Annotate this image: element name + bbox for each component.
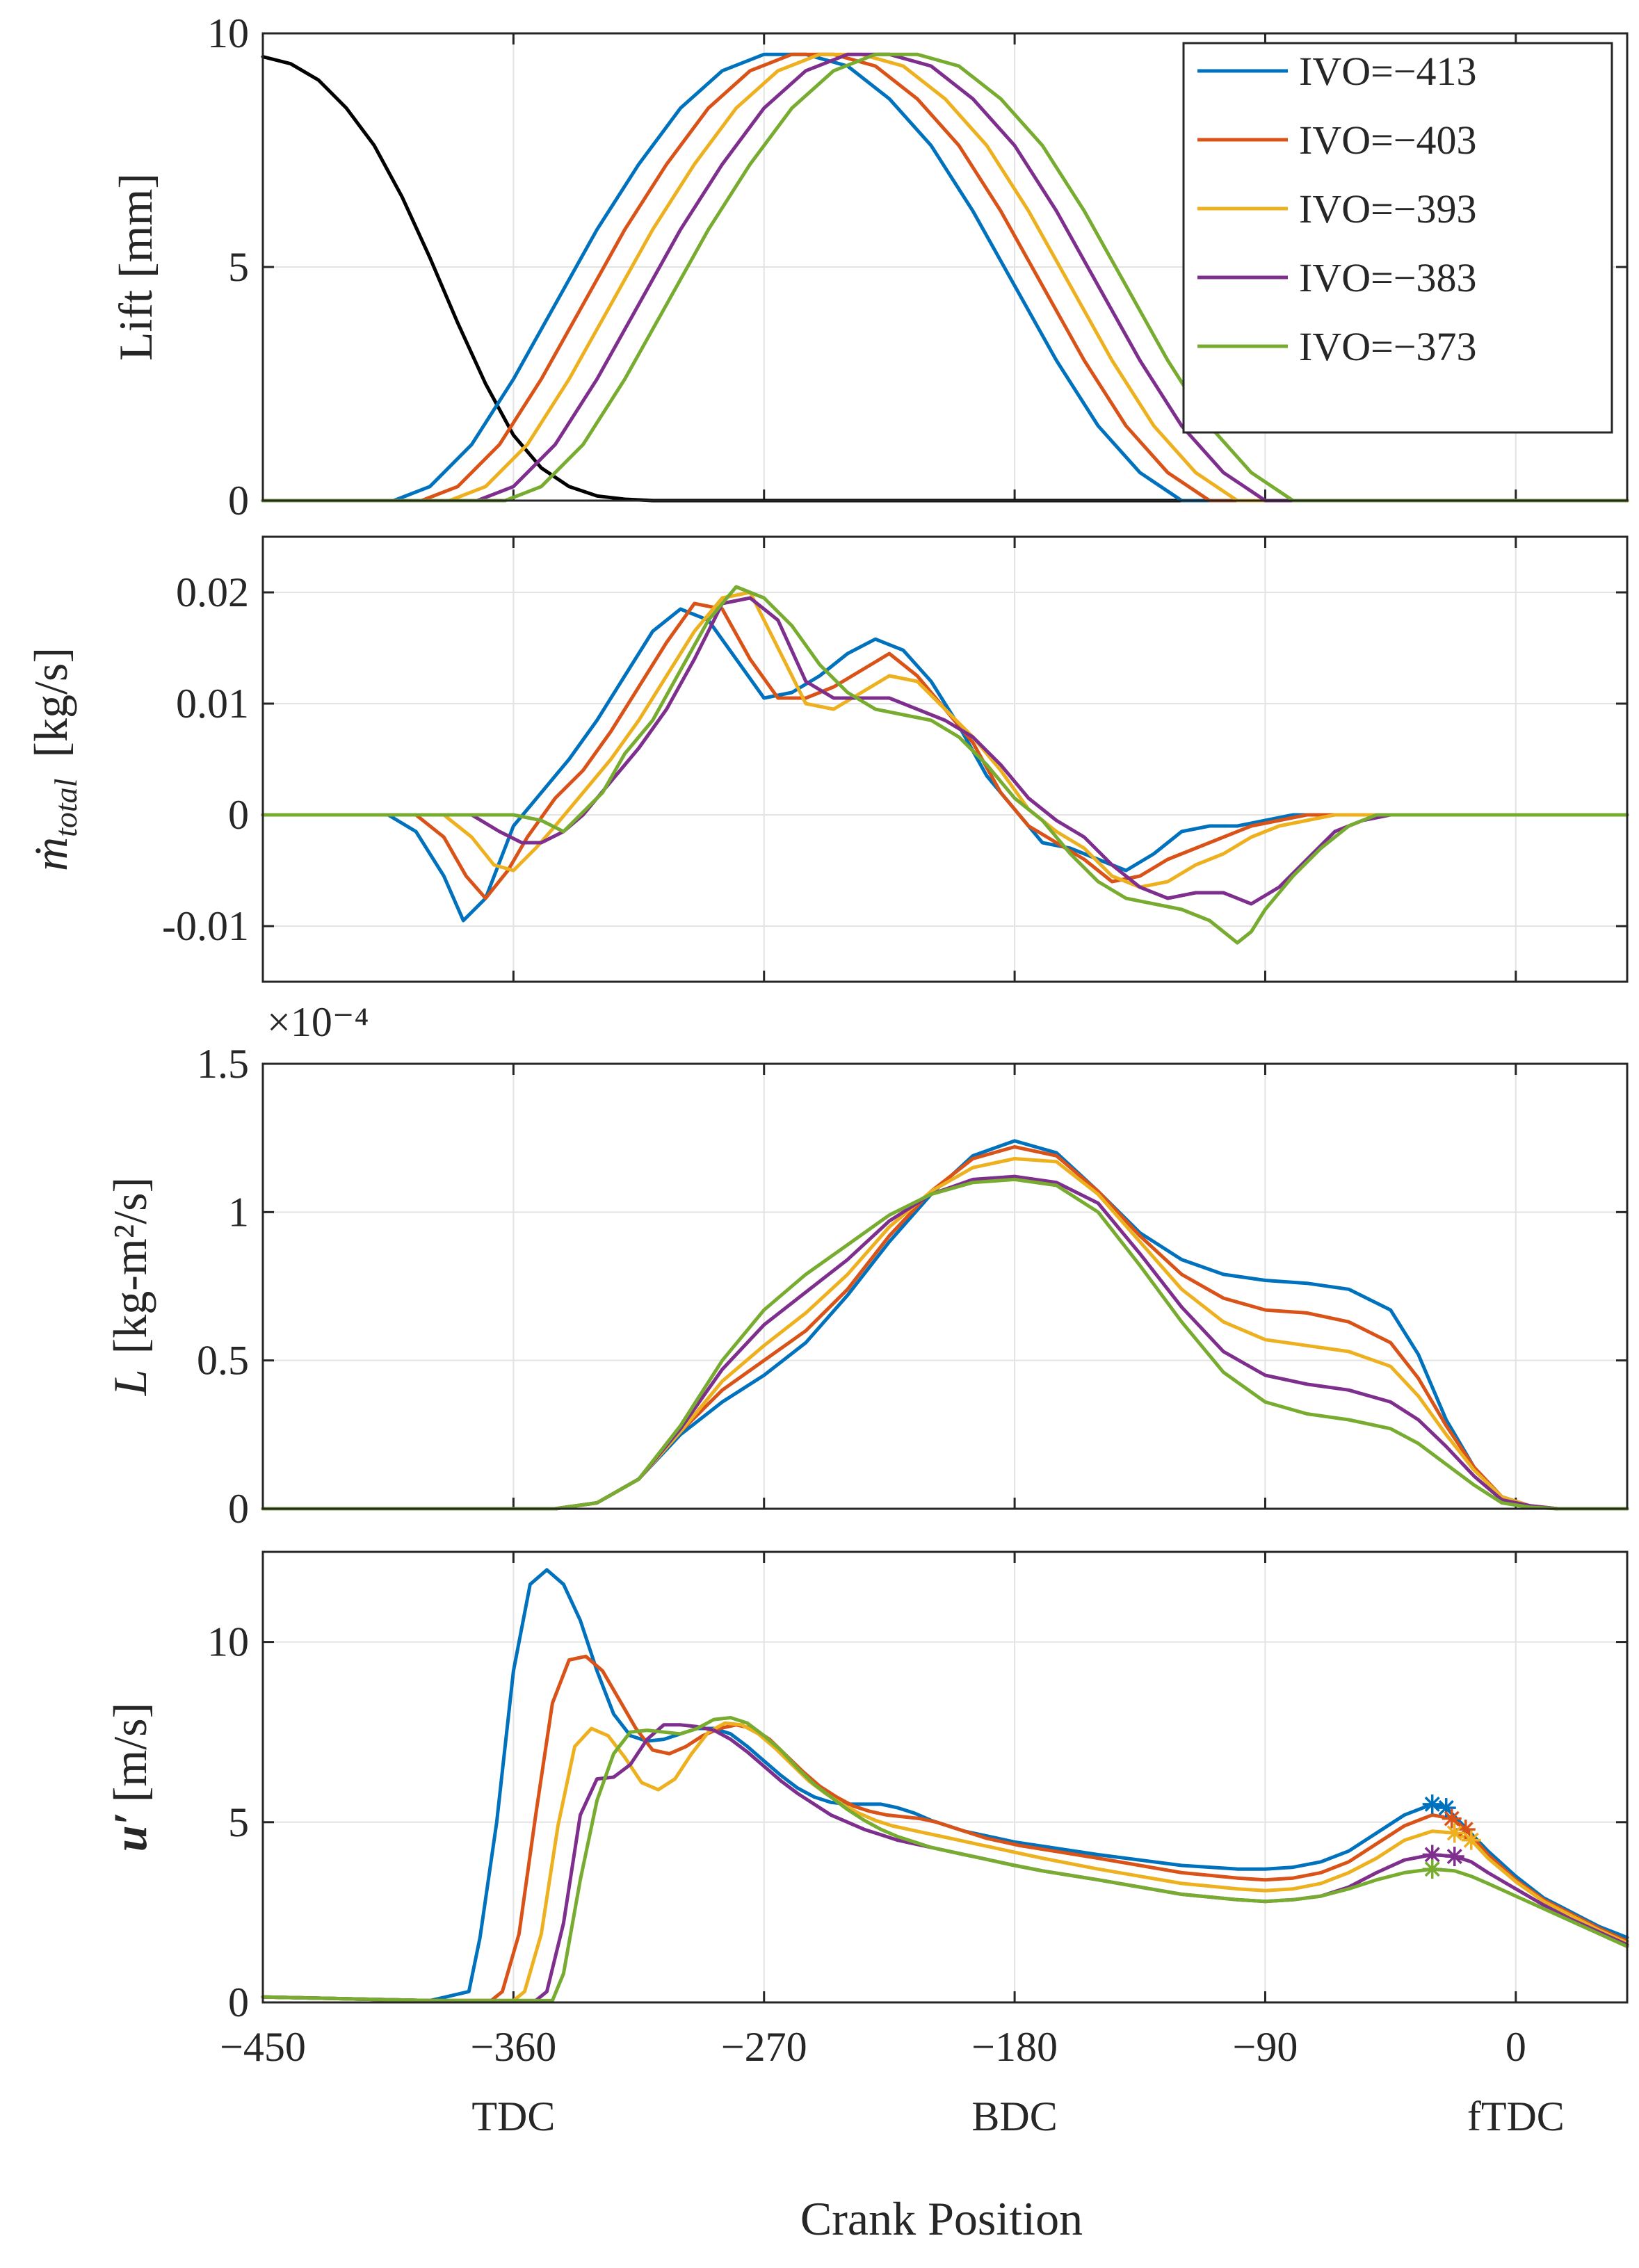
mdot-ylabel: ṁtotal [kg/s] [24, 647, 83, 871]
angmom-ylabel-main: L [104, 1369, 156, 1396]
uprime-marker-ivo-373-0 [1422, 1859, 1442, 1879]
x-event-labels: TDC BDC fTDC [471, 2093, 1564, 2139]
lift-frame [261, 32, 1629, 502]
mdot-series-ivo-373 [261, 585, 1629, 945]
uprime-series-ivo-413 [261, 1568, 1629, 2002]
lift-series-ivo-403 [261, 52, 1629, 503]
lift-series-group [261, 52, 1629, 503]
uprime-ytick-label-0: 0 [228, 1979, 249, 2025]
uprime-ytick-label-1: 5 [228, 1799, 249, 1845]
angmom-series-ivo-393 [261, 1157, 1629, 1511]
x-event-label-tdc: TDC [471, 2093, 555, 2139]
mdot-ytick-label-1: 0 [228, 792, 249, 838]
uprime-markers-group [1422, 1794, 1481, 1879]
angmom-series-group [261, 1139, 1629, 1511]
x-event-label-ftdc: fTDC [1467, 2093, 1565, 2139]
mdot-ylabel-sub: total [48, 779, 83, 837]
legend-entries: IVO=−413 IVO=−403 IVO=−393 IVO=−383 IVO=−373 [1197, 49, 1477, 369]
mdot-panel: -0.01 0 0.01 0.02 ṁtotal [kg/s] [24, 535, 1629, 983]
uprime-frame [261, 1550, 1629, 2004]
uprime-marker-ivo-403-0 [1442, 1808, 1462, 1829]
uprime-series-ivo-403 [261, 1654, 1629, 2002]
legend-label-ivo-373: IVO=−373 [1299, 324, 1477, 369]
uprime-marker-ivo-393-0 [1444, 1823, 1464, 1843]
angmom-ylabel-unit: [kg-m²/s] [104, 1177, 156, 1354]
angmom-exponent: ×10⁻⁴ [267, 999, 369, 1045]
mdot-frame [261, 535, 1629, 983]
lift-ytick-label-1: 5 [228, 244, 249, 290]
x-axis-label: Crank Position [800, 2192, 1083, 2245]
angmom-ylabel: L [kg-m²/s] [104, 1177, 156, 1396]
legend-label-ivo-383: IVO=−383 [1299, 255, 1477, 300]
x-tick-label-5: 0 [1505, 2024, 1526, 2070]
lift-series-ivo-413 [261, 52, 1629, 503]
mdot-ytick-label-2: 0.01 [176, 681, 249, 727]
legend-label-ivo-403: IVO=−403 [1299, 118, 1477, 163]
mdot-ylabel-main: ṁ [24, 837, 77, 871]
x-event-label-bdc: BDC [971, 2093, 1057, 2139]
angmom-ytick-label-1: 0.5 [197, 1338, 249, 1384]
legend-label-ivo-413: IVO=−413 [1299, 49, 1477, 94]
legend: IVO=−413 IVO=−403 IVO=−393 IVO=−383 IVO=−373 [1182, 42, 1613, 434]
mdot-series-ivo-413 [261, 607, 1629, 923]
x-tick-label-2: −270 [721, 2024, 807, 2070]
uprime-series-ivo-383 [261, 1723, 1629, 2002]
uprime-series-ivo-393 [261, 1721, 1629, 2002]
angmom-series-ivo-383 [261, 1174, 1629, 1511]
mdot-ylabel-unit: [kg/s] [24, 647, 77, 758]
mdot-series-group [261, 585, 1629, 945]
angmom-yticks: 0 0.5 1 1.5 [197, 1041, 249, 1532]
lift-yticks: 0 5 10 [207, 10, 249, 524]
mdot-series-ivo-403 [261, 601, 1629, 900]
angmom-frame [261, 1062, 1629, 1510]
angmom-panel: 0 0.5 1 1.5 ×10⁻⁴ L [kg-m²/s] [104, 999, 1629, 1532]
mdot-series-ivo-383 [261, 596, 1629, 906]
lift-ytick-label-0: 0 [228, 478, 249, 524]
x-tick-label-4: −90 [1233, 2024, 1298, 2070]
uprime-series-group [261, 1568, 1629, 2002]
lift-ytick-label-2: 10 [207, 10, 249, 56]
x-axis: −450 −360 −270 −180 −90 0 TDC BDC fTDC Crank Po… [220, 2024, 1565, 2245]
uprime-marker-ivo-383-1 [1444, 1847, 1464, 1867]
lift-ylabel: Lift [mm] [109, 173, 162, 361]
mdot-ytick-label-0: -0.01 [162, 903, 249, 949]
angmom-ytick-label-2: 1 [228, 1189, 249, 1235]
legend-box [1182, 42, 1613, 434]
uprime-ytick-label-2: 10 [207, 1619, 249, 1665]
legend-label-ivo-393: IVO=−393 [1299, 186, 1477, 232]
x-tick-labels: −450 −360 −270 −180 −90 0 [220, 2024, 1526, 2070]
angmom-ytick-label-0: 0 [228, 1486, 249, 1532]
x-tick-label-3: −180 [971, 2024, 1058, 2070]
uprime-panel: 0 5 10 u′ [m/s] [104, 1550, 1629, 2025]
uprime-yticks: 0 5 10 [207, 1619, 249, 2025]
uprime-marker-ivo-393-1 [1461, 1830, 1481, 1850]
lift-series-ivo-393 [261, 52, 1629, 503]
uprime-ylabel: u′ [m/s] [104, 1703, 156, 1852]
uprime-ylabel-main: u′ [104, 1812, 156, 1852]
mdot-yticks: -0.01 0 0.01 0.02 [162, 569, 249, 949]
mdot-ytick-label-3: 0.02 [176, 569, 249, 615]
angmom-series-ivo-403 [261, 1145, 1629, 1511]
uprime-ylabel-unit: [m/s] [104, 1703, 156, 1803]
lift-series-ivo-383 [261, 52, 1629, 503]
angmom-ytick-label-3: 1.5 [197, 1041, 249, 1087]
angmom-series-ivo-373 [261, 1177, 1629, 1511]
x-tick-label-0: −450 [220, 2024, 306, 2070]
x-tick-label-1: −360 [470, 2024, 556, 2070]
